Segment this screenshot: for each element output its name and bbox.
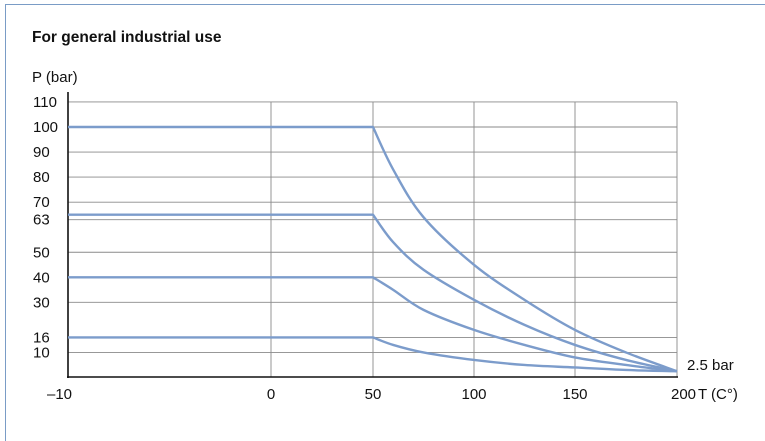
chart-title: For general industrial use: [32, 29, 222, 46]
y-tick-label: 70: [33, 194, 50, 211]
series-group: [68, 125, 678, 373]
pressure-annotation: 2.5 bar: [687, 357, 734, 374]
x-tick-label: 50: [365, 386, 382, 403]
y-tick-label: 30: [33, 294, 50, 311]
y-tick-label: 16: [33, 329, 50, 346]
pressure-curve: [68, 276, 678, 373]
x-tick-label: 200: [671, 386, 696, 403]
grid-group: [67, 92, 678, 378]
x-tick-label: 0: [267, 386, 275, 403]
y-tick-label: 40: [33, 269, 50, 286]
pressure-curve: [68, 125, 678, 373]
y-tick-label: 10: [33, 344, 50, 361]
pressure-curve: [68, 336, 678, 373]
y-tick-label: 80: [33, 169, 50, 186]
y-tick-label: 90: [33, 144, 50, 161]
pressure-curve: [68, 213, 678, 373]
y-tick-label: 50: [33, 244, 50, 261]
y-tick-label: 63: [33, 212, 50, 229]
y-axis-label: P (bar): [32, 69, 78, 86]
x-tick-label: 100: [461, 386, 486, 403]
chart-frame: [5, 4, 765, 441]
x-axis-label: T (C°): [698, 386, 738, 403]
x-tick-label: –10: [47, 386, 72, 403]
x-tick-label: 150: [562, 386, 587, 403]
y-tick-label: 110: [33, 94, 57, 111]
y-tick-label: 100: [33, 119, 58, 136]
